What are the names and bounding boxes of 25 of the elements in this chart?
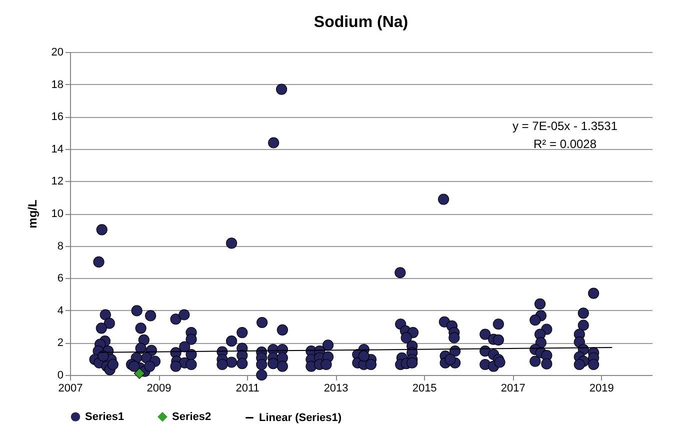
y-tick-label: 12	[51, 176, 64, 188]
y-tick-label: 18	[51, 78, 64, 91]
annotation: y = 7E-05x - 1.3531	[512, 119, 618, 133]
legend-label: Linear (Series1)	[259, 412, 342, 424]
y-tick-label: 10	[51, 208, 64, 220]
y-tick-label: 0	[57, 370, 64, 382]
x-tick-label: 2019	[589, 382, 614, 394]
y-tick-label: 6	[57, 272, 64, 285]
y-tick-label: 16	[51, 111, 64, 124]
x-tick-label: 2009	[146, 382, 172, 394]
legend-label: Series1	[85, 410, 124, 423]
y-axis-title: mg/L	[25, 200, 40, 228]
x-tick-label: 2011	[236, 382, 260, 394]
x-tick-label: 2017	[500, 382, 526, 394]
y-tick-label: 8	[57, 240, 64, 252]
y-tick-label: 20	[51, 46, 64, 58]
y-tick-label: 4	[57, 304, 64, 317]
legend-label: Series2	[172, 410, 212, 423]
y-tick-label: 2	[57, 337, 64, 350]
annotation: R² = 0.0028	[533, 137, 597, 151]
chart-title: Sodium (Na)	[314, 14, 408, 31]
x-tick-label: 2007	[58, 382, 83, 394]
x-tick-label: 2013	[324, 382, 348, 394]
y-tick-label: 14	[51, 143, 64, 156]
x-tick-label: 2015	[412, 382, 437, 394]
